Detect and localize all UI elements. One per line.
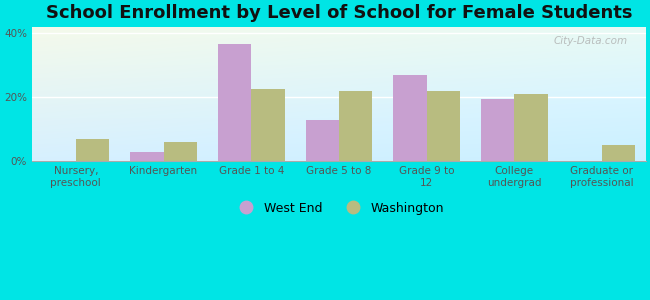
Bar <box>481 99 514 161</box>
Bar <box>426 91 460 161</box>
Bar <box>164 142 197 161</box>
Bar <box>339 91 372 161</box>
Text: City-Data.com: City-Data.com <box>553 36 627 46</box>
Legend: West End, Washington: West End, Washington <box>229 196 449 220</box>
Bar <box>130 152 164 161</box>
Bar <box>393 75 426 161</box>
Bar <box>218 44 252 161</box>
Bar <box>602 145 635 161</box>
Bar <box>306 119 339 161</box>
Bar <box>514 94 547 161</box>
Bar <box>76 139 109 161</box>
Title: School Enrollment by Level of School for Female Students: School Enrollment by Level of School for… <box>46 4 632 22</box>
Bar <box>252 89 285 161</box>
